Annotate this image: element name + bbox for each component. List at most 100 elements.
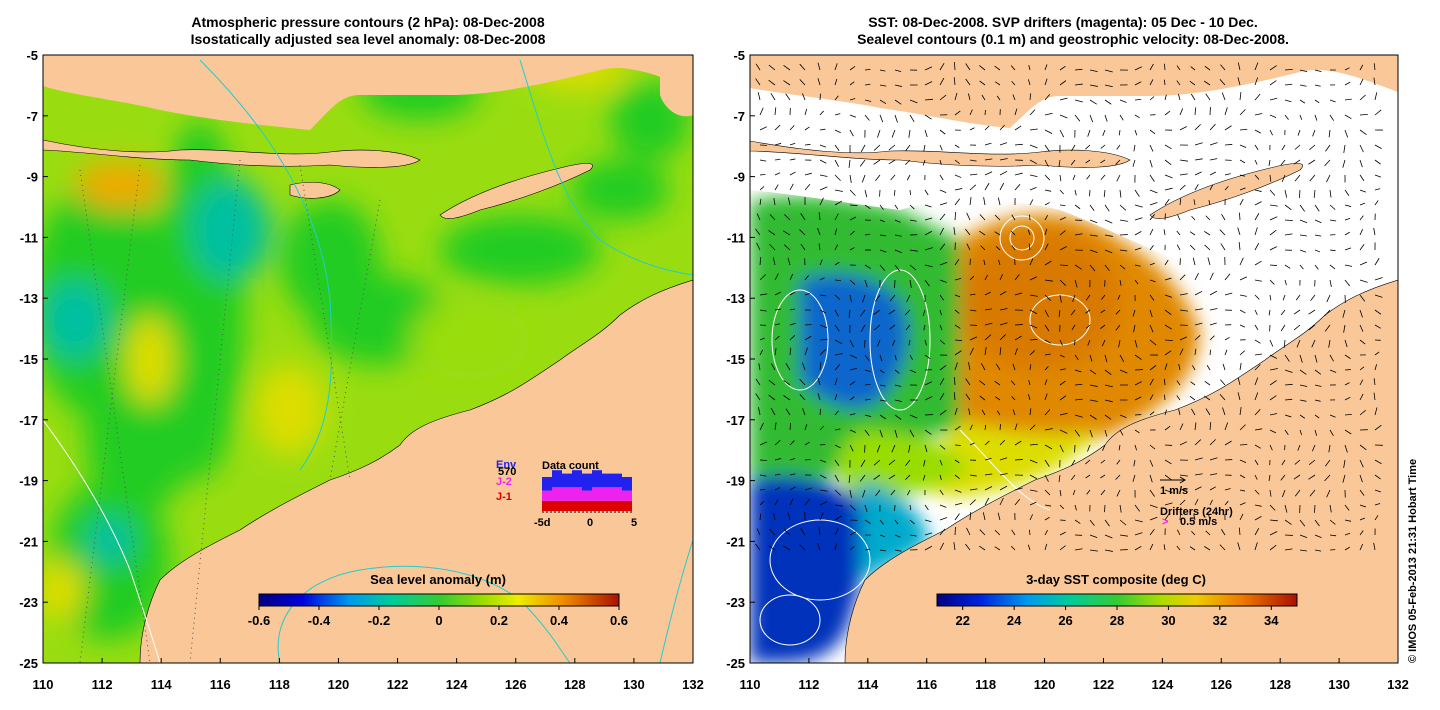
velocity-vector (1344, 413, 1352, 416)
velocity-vector (771, 363, 776, 371)
velocity-vector (1254, 93, 1261, 101)
velocity-vector (1314, 84, 1321, 87)
velocity-vector (905, 144, 911, 152)
velocity-vector (1359, 530, 1364, 536)
velocity-vector (1293, 159, 1301, 165)
velocity-vector (874, 324, 881, 331)
velocity-vector (774, 124, 781, 131)
velocity-vector (819, 408, 822, 416)
velocity-vector (1134, 66, 1142, 71)
velocity-vector (1029, 93, 1032, 101)
velocity-vector (969, 336, 978, 341)
velocity-vector (1239, 109, 1246, 116)
velocity-vector (1239, 324, 1246, 328)
velocity-vector (1044, 144, 1050, 152)
velocity-vector (879, 384, 886, 387)
velocity-vector (1299, 384, 1308, 387)
velocity-vector (1284, 519, 1292, 525)
velocity-vector (1239, 257, 1244, 266)
velocity-vector (1194, 486, 1202, 491)
velocity-vector (834, 353, 843, 356)
velocity-vector (999, 291, 1007, 296)
velocity-vector (954, 174, 962, 178)
velocity-vector (879, 399, 887, 402)
velocity-vector (1029, 424, 1036, 431)
velocity-vector (1293, 324, 1301, 331)
velocity-vector (759, 309, 767, 312)
velocity-vector (859, 159, 866, 167)
velocity-vector (1177, 214, 1181, 221)
velocity-vector (1269, 65, 1277, 71)
velocity-vector (1254, 392, 1259, 401)
velocity-vector (996, 95, 1001, 101)
velocity-vector (1044, 174, 1051, 181)
velocity-vector (1059, 114, 1068, 119)
velocity-vector (789, 291, 796, 296)
velocity-vector (999, 485, 1008, 491)
velocity-vector (1224, 173, 1231, 176)
velocity-vector (1100, 144, 1106, 149)
velocity-vector (817, 393, 821, 401)
velocity-vector (1254, 213, 1260, 221)
velocity-vector (923, 459, 926, 467)
velocity-vector (953, 392, 956, 401)
velocity-vector (1086, 174, 1091, 180)
velocity-vector (1089, 414, 1097, 420)
velocity-vector (1163, 79, 1166, 86)
velocity-vector (789, 142, 796, 146)
velocity-vector (1344, 264, 1353, 267)
velocity-vector (773, 197, 776, 206)
velocity-vector (954, 339, 963, 342)
velocity-vector (755, 543, 761, 551)
velocity-vector (1014, 274, 1020, 281)
velocity-vector (1293, 474, 1301, 480)
velocity-vector (849, 545, 855, 551)
velocity-vector (1224, 292, 1233, 296)
velocity-vector (1104, 84, 1113, 88)
lon-tick-label: 120 (328, 677, 350, 692)
velocity-vector (1117, 294, 1121, 300)
velocity-vector (819, 159, 827, 164)
velocity-vector (966, 527, 971, 536)
velocity-vector (1089, 249, 1098, 254)
velocity-vector (939, 309, 942, 316)
velocity-vector (1058, 474, 1061, 482)
velocity-vector (1190, 93, 1196, 101)
velocity-vector (1239, 198, 1244, 206)
velocity-vector (785, 363, 791, 371)
velocity-vector (954, 159, 960, 165)
velocity-vector (999, 322, 1008, 326)
velocity-vector (879, 549, 886, 552)
velocity-vector (1284, 189, 1288, 198)
velocity-vector (1344, 98, 1352, 101)
velocity-vector (1177, 93, 1181, 101)
velocity-vector (783, 545, 791, 551)
velocity-vector (889, 324, 896, 330)
velocity-vector (1085, 324, 1091, 329)
velocity-vector (1314, 429, 1318, 436)
velocity-vector (1239, 294, 1247, 297)
velocity-vector (984, 497, 990, 506)
velocity-vector (1284, 414, 1292, 418)
velocity-vector (789, 473, 796, 476)
velocity-vector (849, 531, 857, 536)
velocity-vector (834, 144, 840, 151)
velocity-vector (981, 94, 986, 101)
velocity-vector (1014, 143, 1023, 146)
velocity-vector (954, 324, 961, 329)
velocity-vector (759, 198, 762, 206)
velocity-vector (864, 83, 871, 86)
velocity-vector (1059, 80, 1067, 86)
lat-tick-label: -15 (19, 352, 38, 367)
velocity-vector (879, 429, 883, 438)
velocity-vector (939, 542, 945, 551)
velocity-vector (1089, 219, 1098, 224)
velocity-vector (1239, 212, 1241, 221)
velocity-vector (849, 98, 856, 101)
velocity-vector (923, 144, 926, 152)
velocity-vector (789, 335, 796, 341)
velocity-vector (1374, 424, 1382, 431)
velocity-vector (1164, 489, 1173, 494)
velocity-vector (1194, 335, 1201, 341)
velocity-vector (1176, 395, 1181, 401)
